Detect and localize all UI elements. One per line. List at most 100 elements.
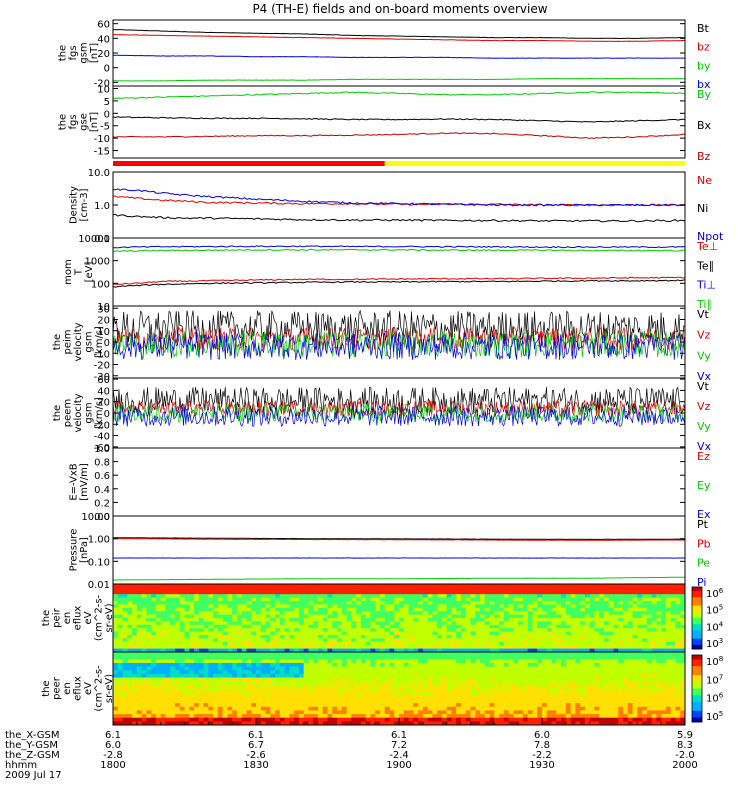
spectrogram-cell <box>561 631 567 636</box>
spectrogram-cell <box>222 688 228 693</box>
spectrogram-cell <box>508 721 514 726</box>
spectrogram-cell <box>551 594 557 598</box>
spectrogram-cell <box>170 594 176 598</box>
spectrogram-cell <box>322 597 328 602</box>
spectrogram-cell <box>313 587 319 592</box>
spectrogram-cell <box>346 688 352 693</box>
spectrogram-cell <box>470 611 476 615</box>
spectrogram-cell <box>651 666 657 671</box>
spectrogram-cell <box>427 706 433 711</box>
spectrogram-cell <box>251 614 257 619</box>
spectrogram-cell <box>113 714 119 719</box>
spectrogram-cell <box>222 714 228 719</box>
spectrogram-cell <box>151 714 157 719</box>
spectrogram-cell <box>613 688 619 693</box>
spectrogram-cell <box>298 587 305 592</box>
spectrogram-cell <box>341 587 347 592</box>
spectrogram-cell <box>451 624 457 629</box>
y-axis-label: Pressure <box>69 529 80 572</box>
spectrogram-cell <box>499 670 505 675</box>
spectrogram-cell <box>303 652 309 657</box>
spectrogram-cell <box>217 714 224 719</box>
spectrogram-cell <box>322 618 328 622</box>
spectrogram-cell <box>241 684 247 689</box>
spectrogram-cell <box>480 673 486 678</box>
spectrogram-cell <box>551 631 557 636</box>
spectrogram-cell <box>484 684 490 689</box>
spectrogram-cell <box>546 659 552 664</box>
spectrogram-cell <box>470 601 476 605</box>
spectrogram-cell <box>522 597 529 602</box>
spectrogram-cell <box>408 670 414 675</box>
spectrogram-cell <box>503 652 510 657</box>
spectrogram-cell <box>284 717 290 722</box>
spectrogram-cell <box>389 721 395 726</box>
spectrogram-cell <box>346 638 352 643</box>
spectrogram-cell <box>460 607 467 612</box>
spectrogram-cell <box>379 673 386 678</box>
spectrogram-cell <box>117 638 123 643</box>
spectrogram-cell <box>503 673 510 678</box>
spectrogram-cell <box>432 635 438 639</box>
spectrogram-cell <box>170 635 176 639</box>
spectrogram-cell <box>275 692 281 697</box>
spectrogram-cell <box>127 703 133 708</box>
spectrogram-cell <box>236 652 243 657</box>
spectrogram-cell <box>251 666 257 671</box>
spectrogram-cell <box>437 677 443 682</box>
spectrogram-cell <box>537 673 543 678</box>
spectrogram-cell <box>327 607 333 612</box>
spectrogram-cell <box>170 648 176 653</box>
spectrogram-cell <box>213 692 219 697</box>
spectrogram-cell <box>570 652 576 657</box>
spectrogram-cell <box>174 703 181 708</box>
spectrogram-cell <box>208 601 214 605</box>
spectrogram-cell <box>575 710 581 715</box>
spectrogram-cell <box>141 652 147 657</box>
spectrogram-cell <box>170 590 176 595</box>
spectrogram-cell <box>327 611 333 615</box>
spectrogram-cell <box>656 721 662 726</box>
spectrogram-cell <box>394 684 400 689</box>
spectrogram-cell <box>427 587 433 592</box>
spectrogram-cell <box>460 604 467 609</box>
spectrogram-cell <box>275 703 281 708</box>
spectrogram-cell <box>480 631 486 636</box>
spectrogram-cell <box>141 594 147 598</box>
spectrogram-cell <box>551 673 557 678</box>
spectrogram-cell <box>632 714 638 719</box>
spectrogram-cell <box>618 699 624 704</box>
spectrogram-cell <box>136 645 142 649</box>
spectrogram-cell <box>189 590 195 595</box>
spectrogram-cell <box>132 717 138 722</box>
spectrogram-cell <box>542 703 548 708</box>
spectrogram-cell <box>222 607 228 612</box>
spectrogram-cell <box>422 597 428 602</box>
spectrogram-cell <box>251 681 257 686</box>
spectrogram-cell <box>427 688 433 693</box>
spectrogram-cell <box>146 594 152 598</box>
spectrogram-cell <box>251 662 257 667</box>
spectrogram-cell <box>208 673 214 678</box>
spectrogram-cell <box>399 621 405 626</box>
spectrogram-cell <box>399 652 405 657</box>
spectrogram-cell <box>232 635 238 639</box>
spectrogram-cell <box>551 638 557 643</box>
spectrogram-cell <box>155 584 162 588</box>
spectrogram-cell <box>403 721 409 726</box>
spectrogram-cell <box>375 597 381 602</box>
spectrogram-cell <box>289 695 295 700</box>
spectrogram-cell <box>146 684 152 689</box>
spectrogram-cell <box>642 614 648 619</box>
spectrogram-cell <box>580 597 586 602</box>
spectrogram-cell <box>174 699 181 704</box>
spectrogram-cell <box>556 703 562 708</box>
spectrogram-cell <box>551 597 557 602</box>
spectrogram-cell <box>370 594 376 598</box>
spectrogram-cell <box>580 614 586 619</box>
spectrogram-cell <box>151 624 157 629</box>
spectrogram-cell <box>127 604 133 609</box>
spectrogram-cell <box>656 714 662 719</box>
spectrogram-cell <box>337 706 343 711</box>
